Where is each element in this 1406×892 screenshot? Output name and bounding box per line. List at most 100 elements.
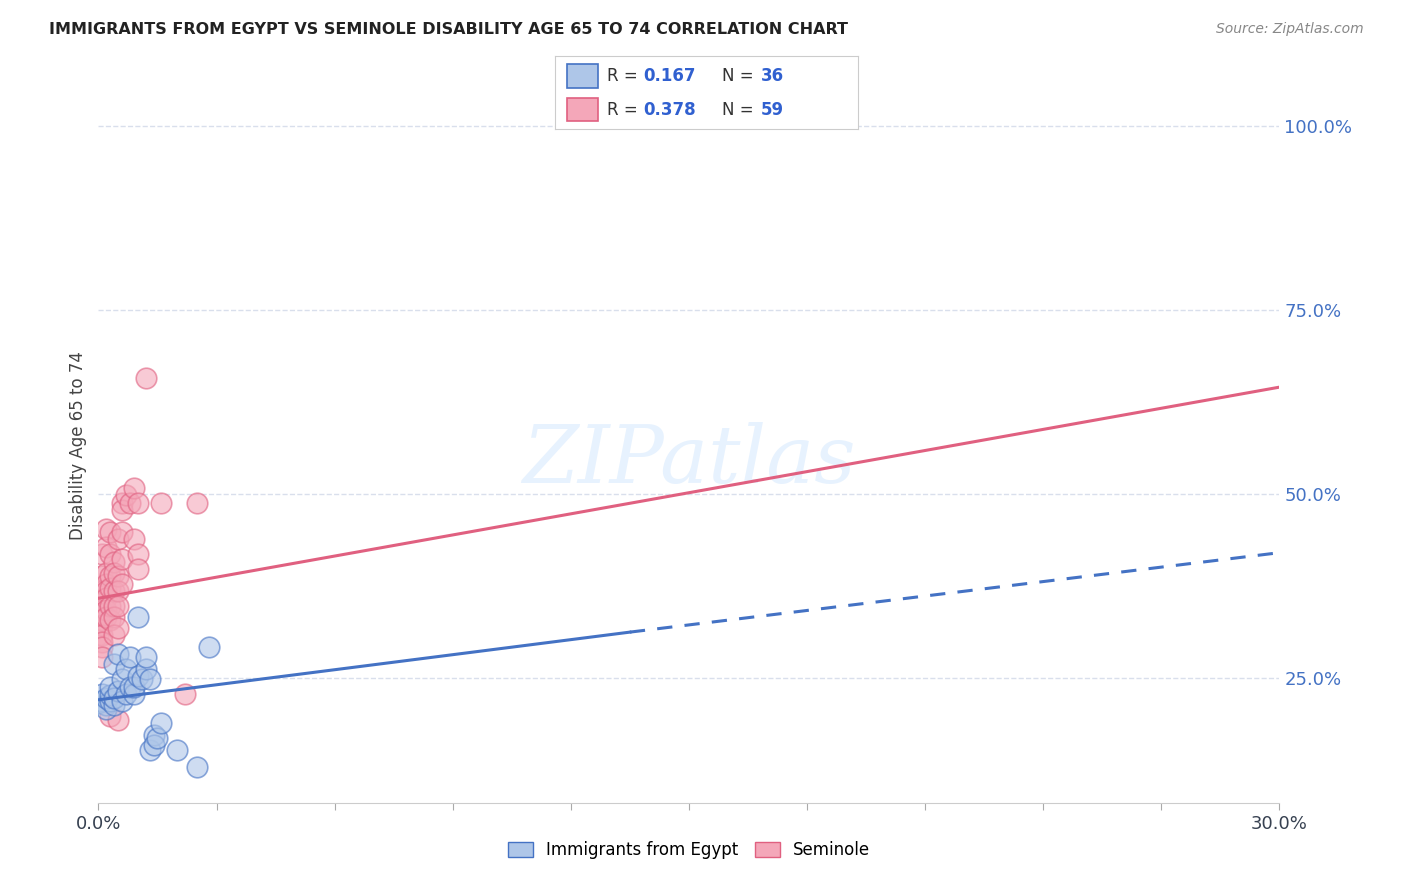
Point [96,566,118,581]
Point [91,640,114,654]
Point [122,533,145,547]
Point [127,610,149,624]
Point [146,731,169,745]
Point [107,569,129,583]
Point [96,540,118,554]
Point [103,566,125,581]
Point [150,496,173,510]
Point [135,650,157,665]
Y-axis label: Disability Age 65 to 74: Disability Age 65 to 74 [69,351,87,541]
Point [122,680,145,694]
Point [98,569,121,583]
Point [87,697,110,711]
Point [103,610,125,624]
Point [111,672,134,686]
Point [91,583,114,598]
Point [91,596,114,610]
Point [98,581,121,595]
Point [122,481,145,495]
Point [91,687,114,701]
Point [186,496,208,510]
Point [127,669,149,683]
FancyBboxPatch shape [568,98,598,121]
Point [166,743,188,757]
Point [107,647,129,661]
Text: Source: ZipAtlas.com: Source: ZipAtlas.com [1216,22,1364,37]
Point [131,672,153,686]
Point [135,662,157,676]
Point [96,522,118,536]
Point [118,650,141,665]
Point [96,610,118,624]
Point [135,370,157,384]
Point [87,628,110,642]
Point [111,496,134,510]
Text: R =: R = [607,67,643,85]
Point [98,524,121,539]
Point [107,714,129,728]
Point [98,599,121,613]
Point [96,701,118,715]
Text: ZIPatlas: ZIPatlas [522,422,856,499]
Point [91,628,114,642]
Point [91,617,114,632]
Text: 0.167: 0.167 [643,67,696,85]
Point [87,613,110,627]
Point [87,621,110,635]
Point [197,640,219,654]
Point [91,635,114,649]
Point [107,533,129,547]
Point [103,628,125,642]
Point [96,591,118,606]
Point [107,583,129,598]
Point [91,606,114,620]
Point [107,621,129,635]
FancyBboxPatch shape [568,64,598,87]
Point [98,547,121,561]
Point [96,698,118,712]
Point [91,613,114,627]
Point [127,547,149,561]
Point [98,709,121,723]
Point [103,599,125,613]
Point [138,743,160,757]
Point [96,691,118,706]
Point [115,488,138,502]
Point [91,694,114,708]
Point [98,688,121,702]
Point [174,687,197,701]
Point [96,603,118,617]
Point [96,583,118,598]
Point [91,650,114,665]
Text: 0.378: 0.378 [643,101,696,119]
Point [186,760,208,774]
Point [91,603,114,617]
Point [103,657,125,672]
Point [115,687,138,701]
Point [111,576,134,591]
Point [127,496,149,510]
Point [98,613,121,627]
Legend: Immigrants from Egypt, Seminole: Immigrants from Egypt, Seminole [501,835,877,866]
Point [138,672,160,686]
Point [127,562,149,576]
Text: N =: N = [721,101,758,119]
Point [91,547,114,561]
Text: IMMIGRANTS FROM EGYPT VS SEMINOLE DISABILITY AGE 65 TO 74 CORRELATION CHART: IMMIGRANTS FROM EGYPT VS SEMINOLE DISABI… [49,22,848,37]
Point [98,680,121,694]
Text: N =: N = [721,67,758,85]
Point [111,524,134,539]
Point [87,606,110,620]
Point [91,569,114,583]
Point [103,691,125,706]
Point [118,496,141,510]
Point [115,662,138,676]
Text: 36: 36 [761,67,785,85]
Point [122,687,145,701]
Point [103,698,125,712]
Point [107,599,129,613]
Point [111,503,134,517]
Text: R =: R = [607,101,643,119]
Point [150,716,173,731]
Point [111,694,134,708]
